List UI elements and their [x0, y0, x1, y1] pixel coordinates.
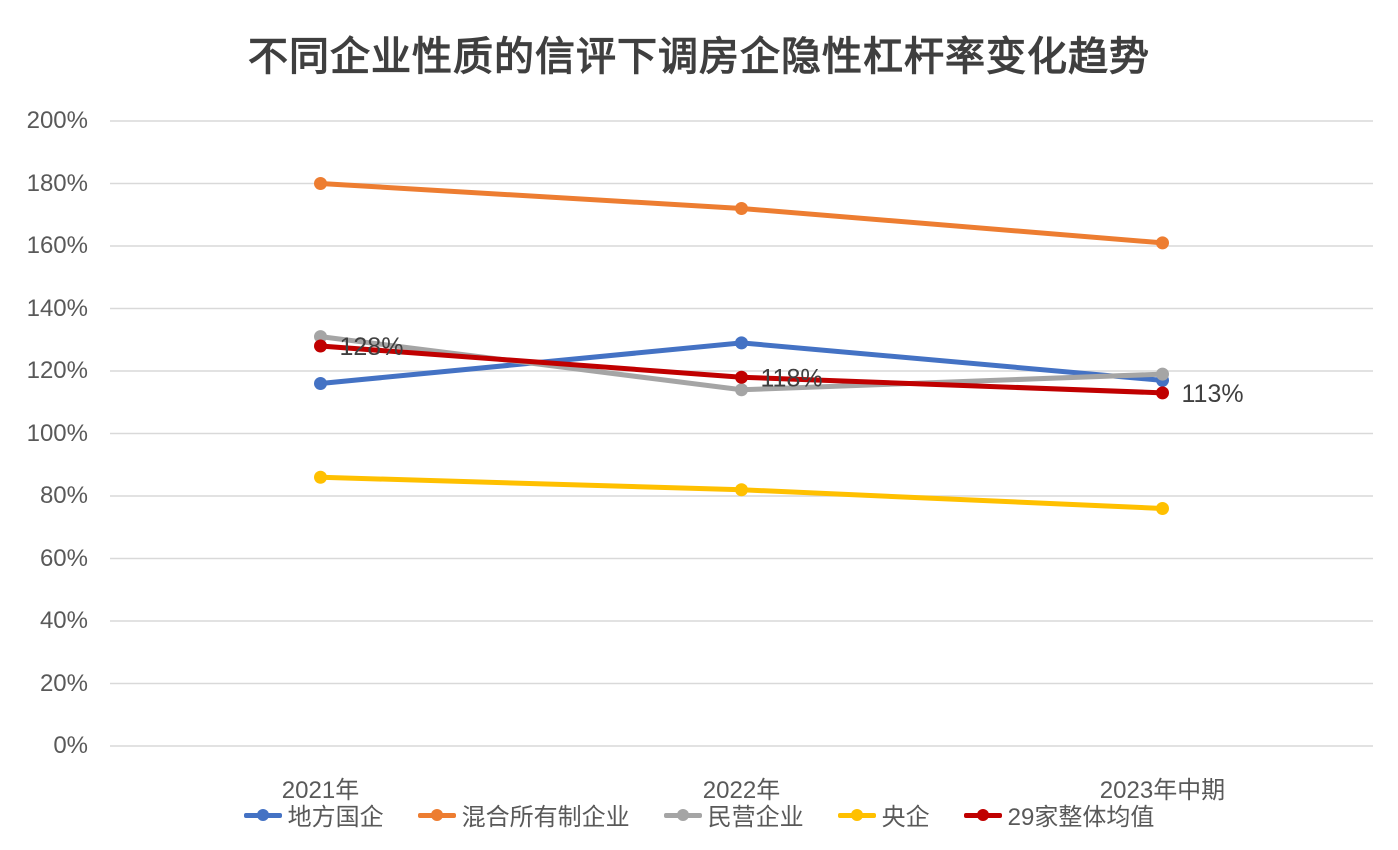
legend-item-29家整体均值: 29家整体均值 [963, 797, 1155, 832]
data-point-央企 [735, 483, 748, 497]
legend-label: 混合所有制企业 [461, 804, 630, 831]
data-point-地方国企 [735, 336, 748, 350]
legend-line-marker-icon [417, 808, 456, 822]
data-point-混合所有制企业 [735, 202, 748, 215]
legend-label: 央企 [881, 804, 930, 831]
legend: 地方国企 混合所有制企业 民营企业 央企 29家整体均值 [0, 797, 1398, 832]
y-axis-label: 0% [53, 732, 88, 759]
legend-item-央企: 央企 [837, 797, 930, 832]
data-point-民营企业 [314, 330, 327, 344]
x-axis-label: 2023年中期 [1099, 777, 1226, 804]
y-axis-label: 40% [39, 607, 88, 634]
data-point-民营企业 [1156, 367, 1169, 381]
y-axis-label: 180% [26, 169, 88, 197]
legend-line-marker-icon [963, 808, 1002, 822]
data-point-混合所有制企业 [314, 177, 327, 190]
data-label: 118% [761, 364, 823, 392]
data-point-民营企业 [735, 383, 748, 397]
legend-label: 地方国企 [287, 804, 384, 831]
y-axis-label: 20% [39, 669, 88, 697]
data-point-央企 [1156, 502, 1169, 515]
y-axis-label: 200% [26, 107, 88, 134]
legend-item-地方国企: 地方国企 [243, 797, 384, 832]
x-axis-label: 2021年 [281, 777, 360, 804]
data-point-央企 [314, 470, 327, 484]
y-axis-label: 80% [39, 482, 88, 509]
data-point-29家整体均值 [314, 339, 327, 353]
legend-item-民营企业: 民营企业 [663, 797, 804, 832]
data-point-混合所有制企业 [1156, 236, 1169, 250]
y-axis-label: 100% [26, 419, 88, 447]
x-axis-label: 2022年 [702, 777, 781, 804]
data-point-地方国企 [314, 377, 327, 390]
legend-label: 29家整体均值 [1007, 804, 1155, 831]
legend-line-marker-icon [663, 808, 702, 822]
legend-label: 民营企业 [707, 804, 804, 831]
y-axis-label: 120% [26, 357, 88, 384]
chart-title: 不同企业性质的信评下调房企隐性杠杆率变化趋势 [248, 35, 1150, 79]
y-axis-label: 60% [39, 544, 88, 572]
data-point-29家整体均值 [735, 370, 748, 384]
legend-item-混合所有制企业: 混合所有制企业 [417, 797, 630, 832]
data-point-29家整体均值 [1156, 386, 1169, 400]
data-label: 113% [1182, 380, 1244, 408]
y-axis-label: 160% [26, 232, 88, 259]
legend-line-marker-icon [243, 808, 282, 822]
data-label: 128% [340, 333, 404, 361]
y-axis-label: 140% [26, 294, 88, 322]
legend-line-marker-icon [837, 808, 876, 822]
